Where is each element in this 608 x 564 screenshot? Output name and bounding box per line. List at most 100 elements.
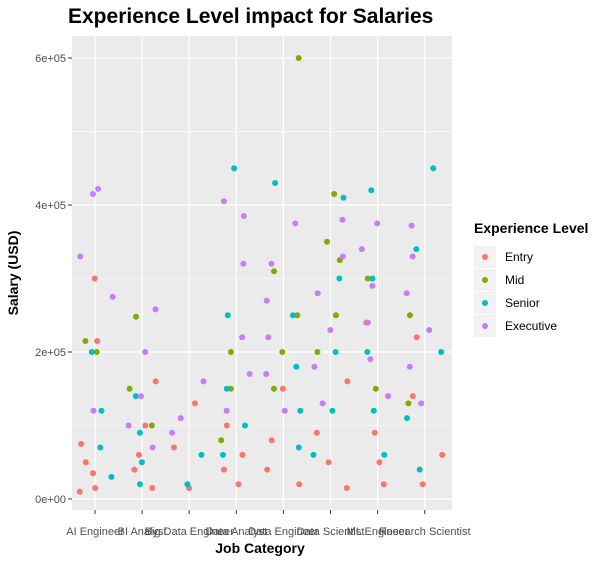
legend-label-senior: Senior <box>505 296 540 310</box>
data-point-entry <box>152 378 159 385</box>
chart-title: Experience Level impact for Salaries <box>68 5 433 28</box>
data-point-mid <box>148 422 155 429</box>
data-point-entry <box>142 422 149 429</box>
data-point-entry <box>325 459 332 466</box>
data-point-mid <box>405 400 412 407</box>
legend-title: Experience Level <box>474 220 588 236</box>
data-point-executive <box>109 293 116 300</box>
data-point-senior <box>340 194 347 201</box>
data-point-entry <box>268 437 275 444</box>
data-point-senior <box>97 444 104 451</box>
data-point-executive <box>406 363 413 370</box>
data-point-senior <box>184 481 191 488</box>
data-point-mid <box>126 385 133 392</box>
data-point-entry <box>264 466 271 473</box>
data-point-senior <box>108 473 115 480</box>
data-point-executive <box>240 213 247 219</box>
data-point-senior <box>132 393 139 400</box>
data-point-senior <box>364 349 371 355</box>
data-point-executive <box>263 371 270 377</box>
data-point-senior <box>220 451 226 458</box>
x-tick-label: Data Scientist <box>297 526 365 538</box>
data-point-executive <box>403 290 410 297</box>
data-point-executive <box>426 327 433 333</box>
data-point-entry <box>221 466 227 473</box>
data-point-mid <box>82 338 89 344</box>
data-point-senior <box>136 481 143 488</box>
data-point-entry <box>223 422 230 429</box>
data-point-executive <box>311 363 318 370</box>
data-point-entry <box>92 485 99 491</box>
plot-panel <box>72 36 452 510</box>
data-point-senior <box>272 180 279 186</box>
data-point-senior <box>336 275 343 282</box>
data-point-executive <box>374 220 381 227</box>
x-tick-label: ML Engineer <box>347 526 409 538</box>
data-point-mid <box>294 312 301 319</box>
data-point-executive <box>89 191 96 197</box>
data-point-senior <box>404 415 410 422</box>
data-point-entry <box>135 451 142 458</box>
data-point-senior <box>368 187 375 194</box>
data-point-mid <box>270 385 277 392</box>
data-point-senior <box>231 165 238 172</box>
data-point-executive <box>265 334 272 341</box>
legend-key-executive <box>482 323 488 329</box>
data-point-mid <box>314 349 321 355</box>
data-point-senior <box>297 407 304 414</box>
data-point-executive <box>239 334 246 341</box>
y-tick-label: 0e+00 <box>35 494 66 506</box>
data-point-senior <box>242 422 248 429</box>
data-point-entry <box>239 451 246 458</box>
data-point-senior <box>310 451 317 458</box>
data-point-senior <box>88 349 95 355</box>
data-point-senior <box>223 385 230 392</box>
legend-key-senior <box>482 300 488 306</box>
data-point-executive <box>339 253 346 260</box>
data-point-mid <box>227 385 234 392</box>
data-point-executive <box>220 198 227 205</box>
data-point-senior <box>198 451 205 458</box>
data-point-mid <box>295 55 302 61</box>
data-point-entry <box>82 459 89 466</box>
data-point-senior <box>138 459 145 466</box>
data-point-executive <box>358 246 365 253</box>
data-point-mid <box>364 275 371 282</box>
data-point-entry <box>343 485 350 491</box>
data-point-entry <box>94 338 101 344</box>
data-point-entry <box>131 466 138 473</box>
data-point-entry <box>439 451 446 458</box>
data-point-executive <box>149 444 156 451</box>
data-point-executive <box>364 319 371 326</box>
data-point-entry <box>313 429 320 436</box>
data-point-executive <box>125 422 132 429</box>
data-point-entry <box>413 334 420 341</box>
data-point-executive <box>152 306 159 313</box>
data-point-entry <box>419 481 426 488</box>
x-tick-label: Data Engineer <box>248 526 319 538</box>
y-tick-label: 2e+05 <box>35 347 66 359</box>
data-point-executive <box>138 393 144 400</box>
data-point-senior <box>413 246 420 253</box>
data-point-senior <box>290 312 296 319</box>
data-point-entry <box>149 485 156 491</box>
data-point-entry <box>171 444 177 451</box>
data-point-senior <box>329 407 336 414</box>
y-tick-label: 6e+05 <box>35 53 66 65</box>
data-point-executive <box>367 356 374 363</box>
data-point-mid <box>331 191 338 197</box>
data-point-executive <box>200 378 207 385</box>
data-points <box>76 55 446 495</box>
legend-key-mid <box>482 277 488 283</box>
data-point-entry <box>91 275 98 282</box>
data-point-senior <box>98 407 105 414</box>
data-point-entry <box>380 481 387 488</box>
data-point-mid <box>372 385 379 392</box>
data-point-entry <box>279 385 286 392</box>
data-point-executive <box>339 216 346 223</box>
y-tick-label: 4e+05 <box>35 200 66 212</box>
data-point-executive <box>418 400 425 407</box>
x-axis-title: Job Category <box>215 540 305 556</box>
data-point-mid <box>218 437 225 444</box>
